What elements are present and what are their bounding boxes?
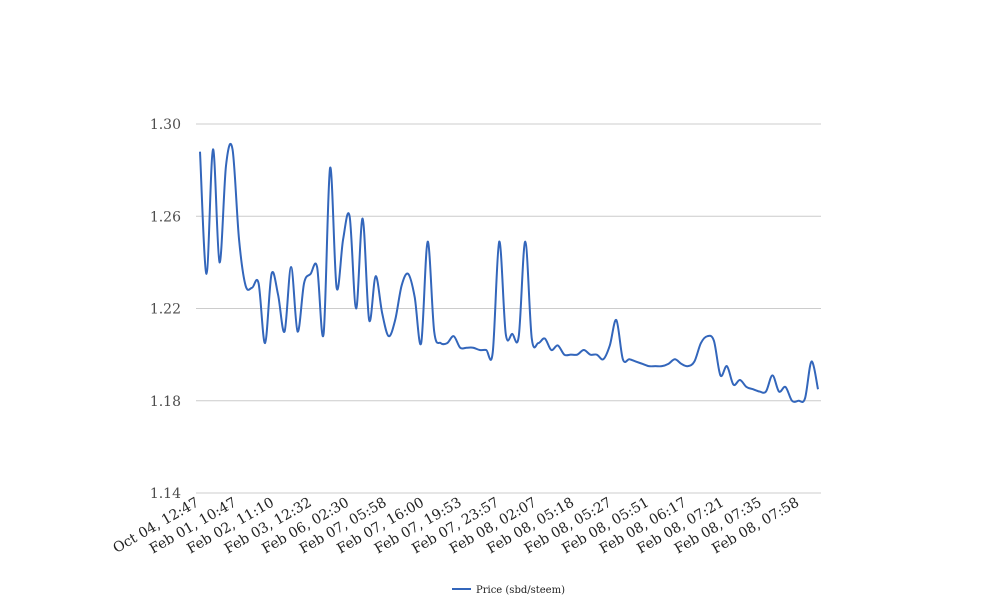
y-tick-label: 1.14 <box>150 486 181 502</box>
legend: Price (sbd/steem) <box>452 585 565 596</box>
series-line-price <box>199 143 819 403</box>
grid-lines <box>196 123 821 494</box>
y-tick-label: 1.18 <box>150 394 181 410</box>
y-tick-label: 1.26 <box>150 209 181 225</box>
y-tick-label: 1.30 <box>150 117 181 133</box>
legend-label: Price (sbd/steem) <box>476 585 565 596</box>
series-layer <box>199 143 819 403</box>
y-axis-ticks: 1.30 1.26 1.22 1.18 1.14 <box>150 117 181 502</box>
y-tick-label: 1.22 <box>150 302 181 318</box>
